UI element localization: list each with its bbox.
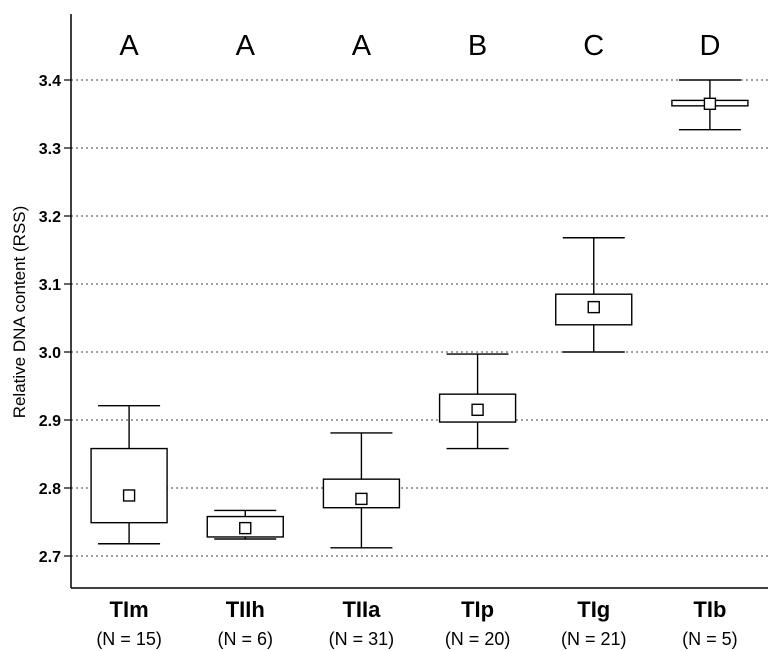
y-tick-label: 3.0 [39, 345, 61, 362]
group-letter: A [236, 30, 256, 62]
group-letter: D [699, 30, 720, 62]
y-tick-label: 2.8 [39, 481, 61, 498]
group-letter: A [352, 30, 372, 62]
mean-marker [355, 492, 368, 506]
y-tick-label: 3.2 [39, 209, 61, 226]
sample-size-label: (N = 6) [217, 629, 273, 649]
sample-size-label: (N = 31) [329, 629, 395, 649]
category-label: TIg [577, 597, 610, 622]
sample-size-label: (N = 15) [96, 629, 162, 649]
box-TIb [671, 79, 749, 131]
mean-marker [587, 300, 600, 314]
category-label: TIb [693, 597, 726, 622]
group-letter: A [119, 30, 139, 62]
grid-lines [71, 79, 768, 557]
sample-size-label: (N = 21) [561, 629, 627, 649]
mean-marker [471, 403, 484, 416]
box-TIIa [322, 432, 401, 549]
y-axis-label: Relative DNA content (RSS) [10, 206, 29, 419]
group-letter: B [468, 30, 487, 62]
y-axis-ticks: 2.7 2.8 2.9 3.0 3.1 3.2 3.3 3.4 [39, 73, 71, 566]
group-letter: C [583, 30, 604, 62]
x-axis-labels: TIm (N = 15) TIIh (N = 6) TIIa (N = 31) TIp (N … [96, 597, 737, 649]
box-TIp [438, 353, 517, 450]
y-tick-label: 3.4 [39, 73, 61, 90]
category-label: TIIa [342, 597, 381, 622]
mean-marker [703, 97, 717, 111]
mean-marker [122, 489, 136, 502]
y-tick-label: 3.3 [39, 141, 61, 158]
box-TIm [90, 405, 168, 545]
y-tick-label: 3.1 [39, 277, 61, 294]
category-label: TIIh [226, 597, 265, 622]
y-tick-label: 2.9 [39, 413, 61, 430]
box-TIIh [206, 509, 284, 540]
category-label: TIm [110, 597, 149, 622]
sample-size-label: (N = 20) [445, 629, 511, 649]
mean-marker [239, 521, 252, 535]
box-body [90, 447, 168, 524]
category-label: TIp [461, 597, 494, 622]
sample-size-label: (N = 5) [682, 629, 738, 649]
box-TIg [555, 237, 633, 353]
y-tick-label: 2.7 [39, 549, 61, 566]
